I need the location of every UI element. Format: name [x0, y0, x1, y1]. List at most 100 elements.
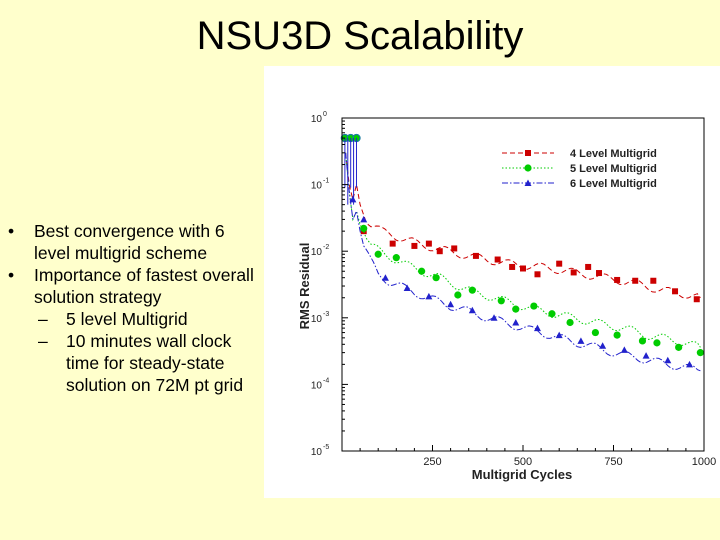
- data-point-circle: [418, 267, 426, 275]
- y-tick-exponent: 0: [323, 111, 327, 118]
- data-point-triangle: [512, 319, 520, 326]
- y-tick-label: 10: [311, 447, 323, 458]
- sub-bullet-dash-icon: –: [38, 331, 48, 351]
- data-point-square: [693, 296, 700, 303]
- legend-label: 6 Level Multigrid: [570, 178, 657, 190]
- sub-bullet-item: – 5 level Multigrid: [8, 308, 263, 330]
- y-tick-exponent: -2: [323, 244, 329, 251]
- data-point-circle: [374, 250, 382, 258]
- bullet-dot-icon: •: [8, 221, 15, 241]
- legend-marker-triangle: [524, 179, 532, 186]
- data-point-triangle: [620, 346, 628, 353]
- sub-bullet-text: 10 minutes wall clock time for steady-st…: [66, 331, 244, 395]
- data-point-triangle: [642, 352, 650, 359]
- data-point-circle: [566, 318, 574, 327]
- bullet-text: Importance of fastest overall solution s…: [34, 265, 254, 307]
- data-point-triangle: [468, 306, 476, 314]
- data-point-circle: [638, 337, 647, 345]
- series-3: [345, 152, 701, 372]
- data-point-square: [494, 256, 501, 263]
- bullet-item: • Importance of fastest overall solution…: [8, 264, 263, 308]
- legend-marker-square: [525, 150, 531, 156]
- data-point-triangle: [349, 195, 357, 203]
- x-tick-label: 1000: [692, 456, 716, 468]
- sub-bullet-text: 5 level Multigrid: [66, 309, 188, 329]
- y-tick-label: 10: [311, 380, 323, 391]
- x-tick-label: 750: [604, 456, 622, 468]
- data-point-triangle: [599, 342, 607, 349]
- data-point-circle: [653, 339, 661, 347]
- chart-panel: 250 500 750 1000 10 0 10 -1 10 -2 10 -3 10 -4 10 -5 Mul…: [264, 66, 720, 498]
- y-tick-label: 10: [311, 114, 323, 125]
- slide-title: NSU3D Scalability: [196, 14, 524, 58]
- data-point-circle: [360, 224, 368, 232]
- data-point-square: [425, 240, 432, 247]
- data-point-square: [556, 260, 563, 267]
- data-point-circle: [432, 274, 440, 282]
- data-point-circle: [392, 254, 400, 262]
- bullet-item: • Best convergence with 6 level multigri…: [8, 220, 263, 264]
- legend-label: 5 Level Multigrid: [570, 163, 657, 175]
- y-tick-exponent: -5: [323, 444, 329, 451]
- bullet-list: • Best convergence with 6 level multigri…: [8, 220, 263, 396]
- y-axis-label: RMS Residual: [297, 243, 312, 330]
- x-tick-label: 500: [514, 456, 532, 468]
- data-point-circle: [468, 286, 476, 294]
- data-point-triangle: [360, 215, 368, 223]
- data-point-triangle: [381, 274, 389, 281]
- y-tick-exponent: -3: [323, 311, 329, 318]
- data-point-square: [520, 265, 526, 272]
- series-1: [345, 152, 701, 303]
- data-point-circle: [512, 305, 520, 313]
- data-point-triangle: [447, 300, 455, 308]
- data-point-square: [585, 263, 592, 270]
- data-point-square: [534, 271, 541, 278]
- legend: 4 Level Multigrid 5 Level Multigrid 6 Leve…: [502, 148, 657, 190]
- bullet-text: Best convergence with 6 level multigrid …: [34, 221, 225, 263]
- data-point-triangle: [533, 324, 541, 332]
- legend-marker-circle: [524, 164, 532, 172]
- series-layer: [340, 133, 704, 372]
- data-point-square: [389, 240, 396, 247]
- y-tick-exponent: -4: [323, 377, 329, 384]
- data-point-square: [614, 276, 621, 283]
- data-point-triangle: [664, 356, 672, 364]
- sub-bullet-item: – 10 minutes wall clock time for steady-…: [8, 330, 263, 396]
- data-point-triangle: [403, 284, 411, 292]
- data-point-circle: [696, 349, 704, 357]
- legend-label: 4 Level Multigrid: [570, 148, 657, 160]
- y-tick-label: 10: [311, 181, 323, 192]
- sub-bullet-dash-icon: –: [38, 309, 48, 329]
- data-point-circle: [613, 331, 621, 339]
- data-point-square: [451, 245, 458, 252]
- data-point-square: [472, 252, 479, 259]
- data-point-circle: [591, 328, 599, 337]
- data-point-square: [436, 248, 443, 255]
- x-tick-label: 250: [423, 456, 441, 468]
- data-point-circle: [675, 343, 683, 351]
- y-tick-exponent: -1: [323, 178, 329, 185]
- data-point-triangle: [686, 360, 694, 368]
- data-point-square: [632, 277, 639, 284]
- data-point-square: [672, 288, 679, 295]
- data-point-circle: [548, 310, 556, 318]
- y-tick-label: 10: [311, 247, 323, 258]
- data-point-square: [509, 263, 516, 270]
- data-point-square: [570, 269, 577, 276]
- data-point-triangle: [555, 331, 563, 339]
- data-point-triangle: [490, 314, 498, 321]
- bullet-dot-icon: •: [8, 265, 15, 285]
- series-line: [345, 152, 701, 372]
- data-point-circle: [454, 291, 462, 299]
- x-axis-label: Multigrid Cycles: [472, 467, 572, 482]
- data-point-triangle: [425, 292, 433, 300]
- data-point-square: [596, 270, 603, 277]
- data-point-square: [411, 242, 418, 249]
- data-point-circle: [497, 297, 505, 305]
- data-point-circle: [530, 302, 538, 310]
- data-point-triangle: [577, 337, 585, 344]
- y-tick-label: 10: [311, 314, 323, 325]
- data-point-square: [650, 277, 657, 284]
